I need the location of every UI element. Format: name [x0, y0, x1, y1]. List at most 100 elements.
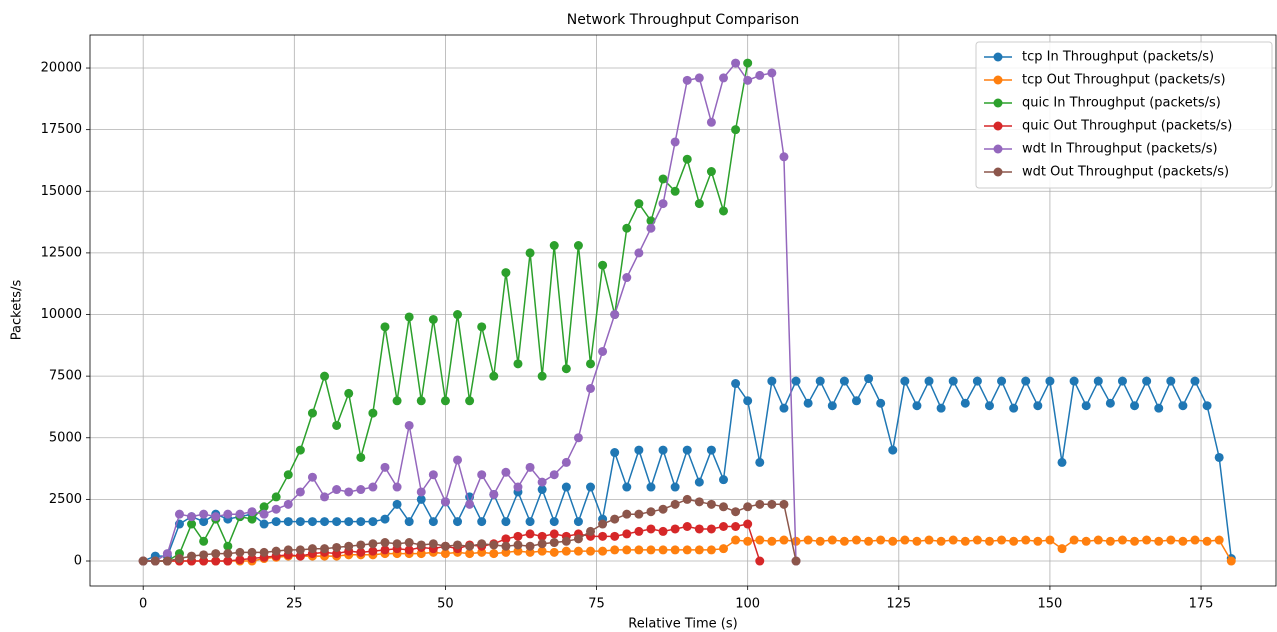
- data-point: [731, 507, 741, 517]
- data-point: [549, 470, 559, 480]
- data-point: [936, 403, 946, 413]
- x-tick-label: 100: [735, 597, 760, 612]
- data-point: [682, 445, 692, 455]
- data-point: [1190, 535, 1200, 545]
- data-point: [247, 554, 257, 564]
- data-point: [706, 524, 716, 534]
- legend-label: wdt Out Throughput (packets/s): [1022, 165, 1229, 180]
- data-point: [1093, 376, 1103, 386]
- data-point: [706, 499, 716, 509]
- data-point: [622, 545, 632, 555]
- data-point: [392, 482, 402, 492]
- data-point: [416, 540, 426, 550]
- x-tick-label: 175: [1189, 597, 1214, 612]
- data-point: [972, 535, 982, 545]
- data-point: [864, 536, 874, 546]
- y-tick-label: 5000: [49, 430, 82, 445]
- data-point: [1081, 536, 1091, 546]
- y-tick-label: 20000: [41, 61, 82, 76]
- data-point: [368, 408, 378, 418]
- data-point: [1057, 457, 1067, 467]
- data-point: [307, 517, 317, 527]
- data-point: [199, 517, 209, 527]
- data-point: [610, 514, 620, 524]
- data-point: [767, 68, 777, 78]
- legend-label: tcp In Throughput (packets/s): [1022, 50, 1214, 65]
- data-point: [815, 376, 825, 386]
- data-point: [1117, 376, 1127, 386]
- data-point: [428, 470, 438, 480]
- data-point: [719, 206, 729, 216]
- data-point: [235, 555, 245, 565]
- legend-marker: [993, 167, 1003, 177]
- data-point: [706, 117, 716, 127]
- data-point: [428, 314, 438, 324]
- data-point: [1166, 535, 1176, 545]
- data-point: [779, 152, 789, 162]
- data-point: [888, 445, 898, 455]
- data-point: [912, 401, 922, 411]
- data-point: [295, 545, 305, 555]
- data-point: [295, 445, 305, 455]
- data-point: [658, 174, 668, 184]
- data-point: [211, 556, 221, 566]
- data-point: [598, 260, 608, 270]
- data-point: [187, 512, 197, 522]
- data-point: [1081, 401, 1091, 411]
- legend-box: [975, 41, 1273, 189]
- data-point: [477, 322, 487, 332]
- data-point: [271, 517, 281, 527]
- data-point: [1045, 535, 1055, 545]
- data-point: [670, 545, 680, 555]
- data-point: [827, 401, 837, 411]
- y-tick-label: 10000: [41, 307, 82, 322]
- data-point: [223, 556, 233, 566]
- data-point: [259, 509, 269, 519]
- data-point: [344, 517, 354, 527]
- data-point: [259, 519, 269, 529]
- data-point: [719, 544, 729, 554]
- data-point: [320, 371, 330, 381]
- data-point: [465, 549, 475, 559]
- data-point: [223, 549, 233, 559]
- legend-label: wdt In Throughput (packets/s): [1022, 142, 1218, 157]
- data-point: [586, 526, 596, 536]
- data-point: [513, 546, 523, 556]
- data-point: [586, 482, 596, 492]
- data-point: [731, 379, 741, 389]
- data-point: [634, 445, 644, 455]
- data-point: [332, 542, 342, 552]
- data-point: [477, 547, 487, 557]
- x-tick-label: 125: [886, 597, 911, 612]
- data-point: [646, 482, 656, 492]
- data-point: [598, 531, 608, 541]
- data-point: [199, 536, 209, 546]
- y-tick-label: 15000: [41, 184, 82, 199]
- data-point: [380, 514, 390, 524]
- data-point: [610, 448, 620, 458]
- data-point: [960, 398, 970, 408]
- data-point: [320, 517, 330, 527]
- data-point: [187, 551, 197, 561]
- data-point: [440, 497, 450, 507]
- data-point: [247, 507, 257, 517]
- data-point: [1130, 401, 1140, 411]
- data-point: [440, 396, 450, 406]
- data-point: [731, 125, 741, 135]
- data-point: [755, 457, 765, 467]
- data-point: [1202, 401, 1212, 411]
- data-point: [755, 70, 765, 80]
- data-point: [670, 482, 680, 492]
- data-point: [404, 538, 414, 548]
- data-point: [392, 396, 402, 406]
- data-point: [356, 452, 366, 462]
- data-point: [682, 154, 692, 164]
- data-point: [634, 199, 644, 209]
- data-point: [380, 545, 390, 555]
- data-point: [1178, 401, 1188, 411]
- data-point: [525, 517, 535, 527]
- data-point: [368, 546, 378, 556]
- data-point: [755, 499, 765, 509]
- data-point: [658, 545, 668, 555]
- data-point: [1105, 536, 1115, 546]
